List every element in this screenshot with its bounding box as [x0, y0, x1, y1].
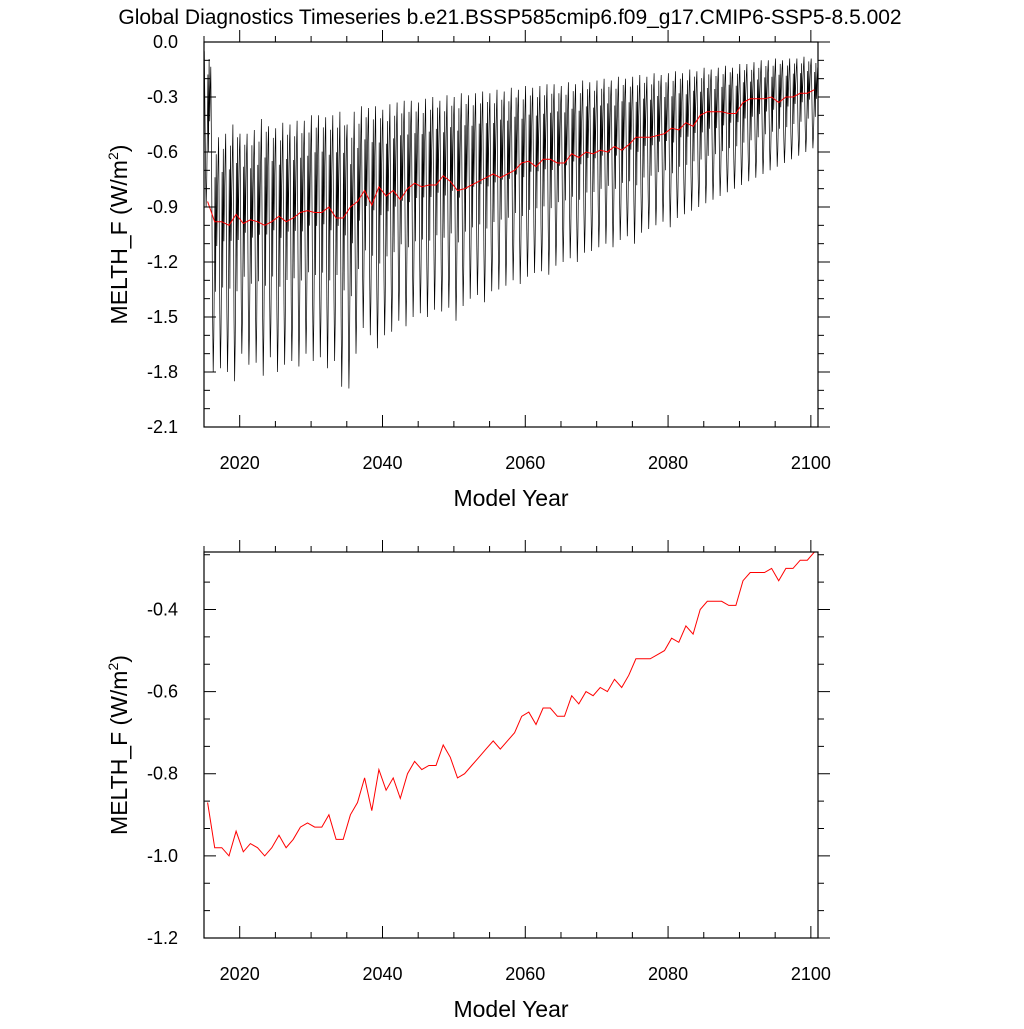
plot-frame — [203, 41, 819, 428]
y-tick-label: -0.6 — [147, 682, 178, 702]
x-tick-label: 2080 — [648, 964, 688, 984]
y-tick-label: 0.0 — [153, 32, 178, 52]
y-axis-label: MELTH_F (W/m2) — [105, 145, 132, 325]
x-tick-label: 2100 — [791, 964, 831, 984]
series-line-annual — [207, 552, 815, 857]
series-line-monthly — [204, 51, 818, 389]
y-tick-label: -0.6 — [147, 142, 178, 162]
y-tick-label: -1.2 — [147, 252, 178, 272]
x-tick-label: 2020 — [220, 453, 260, 473]
y-tick-label: -1.0 — [147, 846, 178, 866]
x-tick-label: 2020 — [220, 964, 260, 984]
y-tick-label: -1.8 — [147, 362, 178, 382]
x-axis-label: Model Year — [453, 485, 568, 511]
x-tick-label: 2060 — [505, 964, 545, 984]
plot-frame — [203, 551, 819, 939]
x-tick-label: 2040 — [362, 453, 402, 473]
y-axis-label: MELTH_F (W/m2) — [105, 655, 132, 835]
y-tick-label: -2.1 — [147, 417, 178, 437]
series-line-annual — [207, 89, 815, 226]
figure-title: Global Diagnostics Timeseries b.e21.BSSP… — [118, 6, 901, 29]
y-tick-label: -1.5 — [147, 307, 178, 327]
x-tick-label: 2080 — [648, 453, 688, 473]
y-tick-label: -0.8 — [147, 764, 178, 784]
panel-top: 2020 2040 2060 2080 2100 0.0 -0.3 -0.6 -0.9 -1.2 -… — [105, 30, 831, 511]
x-tick-label: 2040 — [362, 964, 402, 984]
y-tick-label: -1.2 — [147, 928, 178, 948]
y-tick-label: -0.9 — [147, 197, 178, 217]
y-tick-label: -0.4 — [147, 599, 178, 619]
panel-bottom: 2020 2040 2060 2080 2100 -0.4 -0.6 -0.8 -1.0 -1.2… — [105, 540, 831, 1022]
y-tick-label: -0.3 — [147, 87, 178, 107]
x-axis-label: Model Year — [453, 996, 568, 1022]
x-tick-label: 2060 — [505, 453, 545, 473]
x-tick-label: 2100 — [791, 453, 831, 473]
